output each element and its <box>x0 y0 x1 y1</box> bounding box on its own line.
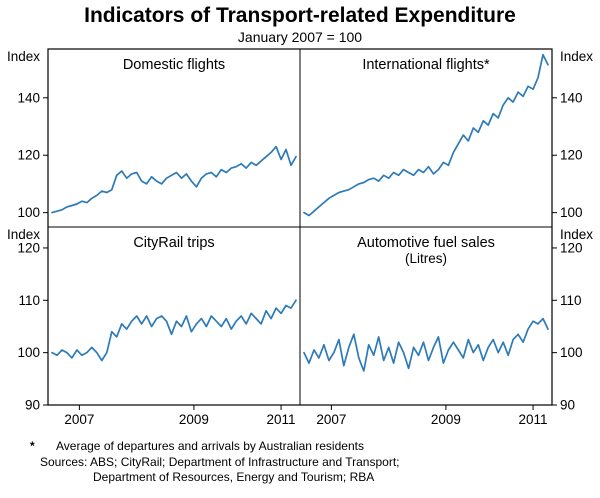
svg-text:International flights*: International flights* <box>362 57 490 73</box>
svg-text:100: 100 <box>17 345 40 360</box>
sources-line-2: Department of Resources, Energy and Tour… <box>93 470 375 485</box>
svg-text:2009: 2009 <box>431 412 461 427</box>
svg-text:140: 140 <box>560 90 583 105</box>
svg-text:140: 140 <box>17 90 40 105</box>
svg-text:90: 90 <box>25 398 40 413</box>
footnote-marker: * <box>30 439 35 453</box>
svg-text:Index: Index <box>7 49 40 64</box>
svg-text:2007: 2007 <box>64 412 94 427</box>
svg-text:110: 110 <box>18 293 40 308</box>
svg-text:Automotive fuel sales: Automotive fuel sales <box>357 235 495 251</box>
chart-title: Indicators of Transport-related Expendit… <box>84 4 516 27</box>
footnote-row: * Average of departures and arrivals by … <box>0 439 600 455</box>
svg-text:Index: Index <box>560 49 593 64</box>
svg-text:120: 120 <box>560 148 583 163</box>
svg-text:Index: Index <box>7 227 40 242</box>
svg-text:Index: Index <box>560 227 593 242</box>
svg-text:2009: 2009 <box>179 412 209 427</box>
chart-canvas: Domestic flights International flights* Ci… <box>7 48 593 427</box>
svg-text:2007: 2007 <box>316 412 346 427</box>
svg-text:Domestic flights: Domestic flights <box>123 57 225 73</box>
svg-text:110: 110 <box>560 293 582 308</box>
svg-text:2011: 2011 <box>519 412 548 427</box>
footnote-text: Average of departures and arrivals by Au… <box>56 439 364 453</box>
sources-line-1: Sources: ABS; CityRail; Department of In… <box>40 454 400 469</box>
svg-text:90: 90 <box>560 398 575 413</box>
chart-subtitle: January 2007 = 100 <box>237 29 363 45</box>
svg-text:CityRail trips: CityRail trips <box>133 235 214 251</box>
svg-text:2011: 2011 <box>267 412 296 427</box>
footer: * Average of departures and arrivals by … <box>0 439 600 486</box>
svg-text:120: 120 <box>560 240 583 255</box>
svg-text:100: 100 <box>560 345 583 360</box>
svg-text:(Litres): (Litres) <box>405 251 447 266</box>
svg-text:100: 100 <box>17 205 40 220</box>
svg-text:100: 100 <box>560 205 583 220</box>
svg-text:120: 120 <box>17 240 40 255</box>
svg-text:120: 120 <box>17 148 40 163</box>
